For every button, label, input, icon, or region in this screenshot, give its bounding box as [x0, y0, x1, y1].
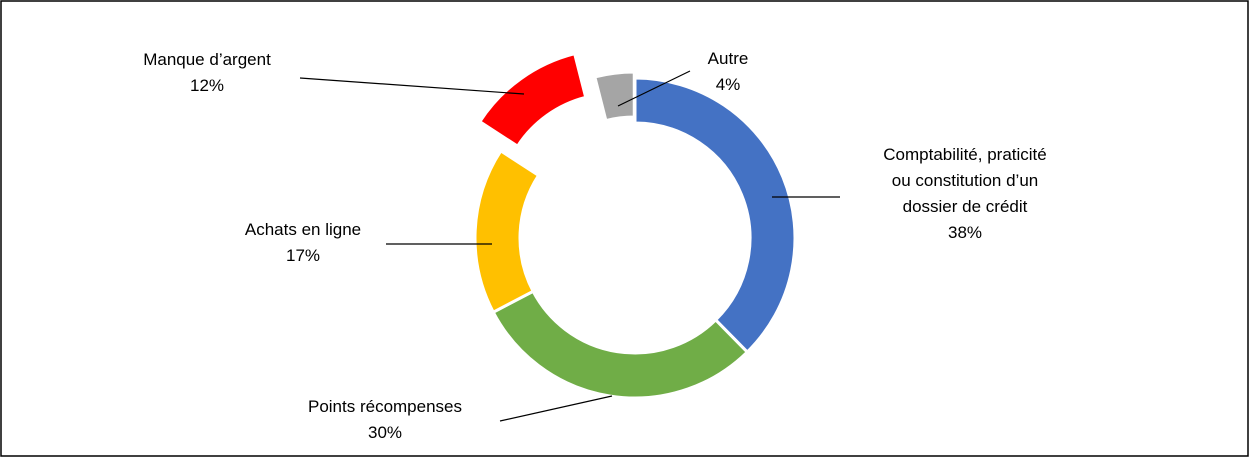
category-label: Manque d’argent	[143, 50, 271, 69]
label-line: Autre	[708, 49, 749, 68]
label-line: Comptabilité, praticité	[883, 145, 1046, 164]
label-line: ou constitution d’un	[892, 171, 1039, 190]
label-line: Manque d’argent	[143, 50, 271, 69]
label-line: Achats en ligne	[245, 220, 361, 239]
donut-slice	[473, 148, 541, 315]
value-label: 38%	[948, 223, 982, 242]
leader-line	[617, 70, 691, 107]
leader-line	[499, 395, 613, 422]
label-line: Points récompenses	[308, 397, 462, 416]
value-label: 4%	[716, 75, 741, 94]
category-label: Comptabilité, praticité ou constitution d…	[883, 145, 1046, 216]
donut-slice	[633, 76, 797, 355]
value-label: 12%	[190, 76, 224, 95]
category-label: Autre	[708, 49, 749, 68]
donut-slice	[593, 70, 636, 123]
value-label: 17%	[286, 246, 320, 265]
donut-slice	[477, 51, 588, 149]
value-label: 30%	[368, 423, 402, 442]
category-label: Points récompenses	[308, 397, 462, 416]
label-line: dossier de crédit	[903, 197, 1028, 216]
category-label: Achats en ligne	[245, 220, 361, 239]
leader-line	[299, 77, 525, 95]
